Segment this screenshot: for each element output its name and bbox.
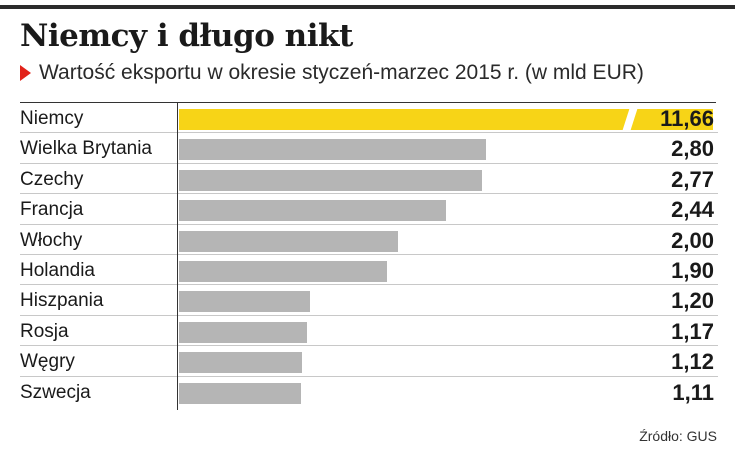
bar (179, 109, 713, 130)
value-label: 1,11 (672, 379, 714, 405)
category-label: Holandia (20, 259, 95, 281)
value-label: 1,20 (671, 288, 714, 314)
label-row: Rosja (20, 316, 177, 347)
bar (179, 321, 308, 343)
bar-row: 2,44 (178, 194, 718, 225)
value-label: 2,77 (671, 166, 714, 192)
bar (179, 260, 388, 282)
bar (179, 169, 483, 191)
label-row: Wielka Brytania (20, 133, 177, 164)
category-label: Rosja (20, 320, 69, 342)
bar-row: 1,12 (178, 346, 718, 377)
bar (179, 139, 486, 161)
chart-subtitle: Wartość eksportu w okresie styczeń-marze… (39, 61, 644, 84)
value-label: 1,12 (671, 349, 714, 375)
category-axis-line (177, 103, 178, 410)
bar-row: 1,90 (178, 255, 718, 286)
category-label: Niemcy (20, 108, 84, 129)
axis-break-mark (622, 107, 638, 132)
category-label: Francja (20, 199, 84, 221)
bar (179, 230, 398, 252)
chart-title: Niemcy i długo nikt (20, 18, 353, 54)
value-label: 11,66 (660, 106, 714, 131)
label-row: Szwecja (20, 377, 177, 407)
subtitle-row: Wartość eksportu w okresie styczeń-marze… (20, 60, 644, 86)
bar-row: 2,80 (178, 133, 718, 164)
bar-row: 1,20 (178, 285, 718, 316)
triangle-marker-icon (20, 65, 31, 81)
bar (179, 352, 302, 374)
value-label: 1,17 (671, 318, 714, 344)
source-note: Źródło: GUS (639, 428, 717, 444)
bars-area: 11,66 2,80 2,77 2,44 2,00 1,90 1,20 1,17 1,12 1,1… (178, 103, 718, 407)
category-label: Czechy (20, 168, 84, 190)
category-label: Węgry (20, 351, 75, 373)
category-label: Wielka Brytania (20, 138, 152, 160)
bar (179, 200, 447, 222)
bar (179, 291, 311, 313)
value-label: 1,90 (671, 257, 714, 283)
bar (179, 382, 301, 404)
label-row: Niemcy (20, 103, 177, 134)
category-label: Włochy (20, 229, 83, 251)
category-labels: Niemcy Wielka Brytania Czechy Francja Włochy… (20, 103, 177, 407)
value-label: 2,80 (671, 136, 714, 162)
bar-row: 11,66 (178, 103, 718, 134)
category-label: Szwecja (20, 381, 91, 403)
bar-row: 1,11 (178, 377, 718, 407)
bar-row: 2,00 (178, 225, 718, 255)
bar-row: 1,17 (178, 316, 718, 347)
top-rule (0, 5, 735, 9)
label-row: Czechy (20, 164, 177, 195)
value-label: 2,00 (671, 227, 714, 253)
label-row: Węgry (20, 346, 177, 377)
label-row: Holandia (20, 255, 177, 286)
chart-top-rule (20, 102, 716, 103)
bar-row: 2,77 (178, 164, 718, 195)
label-row: Włochy (20, 225, 177, 255)
category-label: Hiszpania (20, 290, 104, 312)
label-row: Hiszpania (20, 285, 177, 316)
value-label: 2,44 (671, 197, 714, 223)
label-row: Francja (20, 194, 177, 225)
